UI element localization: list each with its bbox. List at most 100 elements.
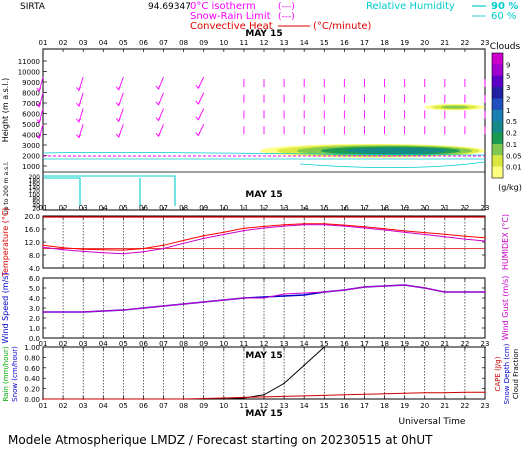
wind-hour-label-bottom: 18 bbox=[380, 340, 389, 348]
colorbar-level-label: 0.01 bbox=[506, 164, 522, 172]
wind-arrow-head bbox=[76, 118, 81, 123]
cloud-ylow-label: 200 bbox=[29, 174, 41, 181]
legend-snowrain: Snow-Rain Limit bbox=[190, 11, 271, 22]
cloud-hour-label-top: 10 bbox=[219, 39, 228, 47]
cloud-ylow-label: 140 bbox=[29, 185, 41, 192]
precip-hour-label-bottom: 16 bbox=[340, 402, 349, 410]
precip-ytick-label: 0.00 bbox=[24, 396, 40, 404]
cloud-ytick-label: 5000 bbox=[22, 121, 40, 129]
temp-point-humidex bbox=[62, 249, 64, 251]
precip-ylabel-right: CAPE (J/g) bbox=[494, 356, 502, 391]
temp-ytick-label: 4.0 bbox=[29, 265, 40, 273]
temp-hour-label-top: 05 bbox=[119, 204, 128, 212]
coord-label: 94.69347 bbox=[148, 2, 191, 12]
wind-point-wind_gust bbox=[223, 299, 225, 301]
wind-point-wind_gust bbox=[464, 291, 466, 293]
precip-point-cloud_fraction bbox=[323, 346, 326, 348]
cloud-hour-label-top: 15 bbox=[320, 39, 329, 47]
wind-hour-label-bottom: 22 bbox=[460, 340, 469, 348]
precip-point-cloud_fraction bbox=[263, 394, 265, 396]
precip-point-cape bbox=[102, 398, 105, 400]
cloud-ytick-label: 10000 bbox=[18, 69, 40, 77]
wind-point-wind_gust bbox=[243, 297, 245, 299]
temp-point-humidex bbox=[283, 225, 285, 227]
cloud-ylow-label: 120 bbox=[29, 188, 41, 195]
temp-ytick-label: 20.0 bbox=[24, 213, 40, 221]
temp-point-humidex bbox=[383, 229, 386, 231]
temp-point-temperature bbox=[162, 244, 165, 247]
cloud-ylabel-low: Up to 200 m a.s.l. bbox=[3, 161, 10, 214]
precip-point-cloud_fraction bbox=[444, 346, 446, 348]
date-label-mid: MAY 15 bbox=[245, 190, 282, 200]
temp-point-temperature bbox=[102, 249, 105, 251]
temp-hour-label-top: 22 bbox=[460, 204, 469, 212]
wind-arrow-head bbox=[76, 133, 81, 139]
legend-convective: Convective Heat bbox=[190, 21, 273, 32]
wind-arrow-head bbox=[36, 134, 42, 140]
cloud-hour-label-top: 09 bbox=[199, 39, 208, 47]
temp-point-humidex bbox=[142, 250, 145, 253]
temp-point-humidex bbox=[363, 227, 366, 229]
precip-point-cape bbox=[283, 395, 285, 398]
precip-point-cape bbox=[423, 391, 426, 394]
temp-point-temperature bbox=[263, 225, 265, 228]
cloud-ytick-label: 3000 bbox=[22, 142, 40, 150]
wind-point-wind_gust bbox=[283, 293, 285, 295]
precip-point-cloud_fraction bbox=[303, 364, 305, 367]
wind-point-wind_gust bbox=[62, 311, 64, 313]
colorbar-swatch bbox=[492, 109, 503, 122]
precip-point-cape bbox=[142, 398, 145, 400]
wind-point-wind_gust bbox=[403, 284, 406, 286]
temp-hour-label-top: 01 bbox=[39, 204, 48, 212]
precip-point-cloud_fraction bbox=[343, 346, 346, 348]
precip-hour-label-bottom: 14 bbox=[300, 402, 309, 410]
temp-hour-label-top: 04 bbox=[99, 204, 108, 212]
precip-point-cape bbox=[383, 393, 386, 395]
temp-hour-label-top: 03 bbox=[79, 204, 88, 212]
colorbar-swatch bbox=[492, 132, 503, 145]
cloud-ylow-label: 180 bbox=[29, 178, 41, 185]
precip-ytick-label: 0.80 bbox=[24, 354, 40, 362]
wind-point-wind_gust bbox=[142, 307, 145, 309]
precip-hour-label-bottom: 21 bbox=[440, 402, 449, 410]
colorbar-swatch bbox=[492, 166, 503, 179]
colorbar-swatch bbox=[492, 64, 503, 77]
temp-point-humidex bbox=[102, 251, 105, 254]
temp-hour-label-top: 10 bbox=[219, 204, 228, 212]
wind-ytick-label: 1.0 bbox=[29, 325, 40, 333]
precip-point-cape bbox=[464, 391, 466, 394]
precip-point-cape bbox=[363, 393, 366, 396]
precip-point-cape bbox=[323, 394, 326, 397]
temp-point-temperature bbox=[182, 239, 185, 242]
colorbar-level-label: 2 bbox=[506, 95, 510, 103]
cloud-ytick-label: 2000 bbox=[22, 153, 40, 161]
wind-hour-label-bottom: 20 bbox=[420, 340, 429, 348]
temp-point-temperature bbox=[403, 230, 406, 232]
wind-hour-label-bottom: 08 bbox=[179, 340, 188, 348]
precip-ylabel: Rain (mm/hour) bbox=[2, 346, 10, 401]
temp-hour-label-top: 11 bbox=[239, 204, 248, 212]
temp-point-humidex bbox=[243, 229, 245, 232]
wind-hour-label-bottom: 14 bbox=[300, 340, 309, 348]
legend-convective-unit: (°C/minute) bbox=[313, 21, 372, 32]
temp-hour-label-top: 16 bbox=[340, 204, 349, 212]
date-label-top: MAY 15 bbox=[245, 29, 282, 39]
colorbar-level-label: 3 bbox=[506, 84, 510, 92]
wind-hour-label-bottom: 06 bbox=[139, 340, 148, 348]
cloud-ylow-label: 60 bbox=[32, 199, 40, 206]
temp-point-temperature bbox=[383, 227, 386, 230]
precip-ytick-label: 0.40 bbox=[24, 375, 40, 383]
temp-point-temperature bbox=[423, 231, 426, 234]
wind-hour-label-bottom: 19 bbox=[400, 340, 409, 348]
legend-isotherm: 0°C isotherm bbox=[190, 1, 256, 12]
precip-hour-label-bottom: 07 bbox=[159, 402, 168, 410]
precip-point-cloud_fraction bbox=[464, 346, 466, 348]
wind-arrow-head bbox=[76, 102, 81, 108]
temp-point-temperature bbox=[243, 227, 245, 230]
wind-point-wind_gust bbox=[484, 291, 486, 293]
precip-hour-label-bottom: 11 bbox=[239, 402, 248, 410]
colorbar-level-label: 0.5 bbox=[506, 118, 517, 126]
precip-hour-label-bottom: 08 bbox=[179, 402, 188, 410]
precip-ylabel-right3: Cloud Fraction bbox=[512, 349, 520, 399]
precip-hour-label-bottom: 09 bbox=[199, 402, 208, 410]
